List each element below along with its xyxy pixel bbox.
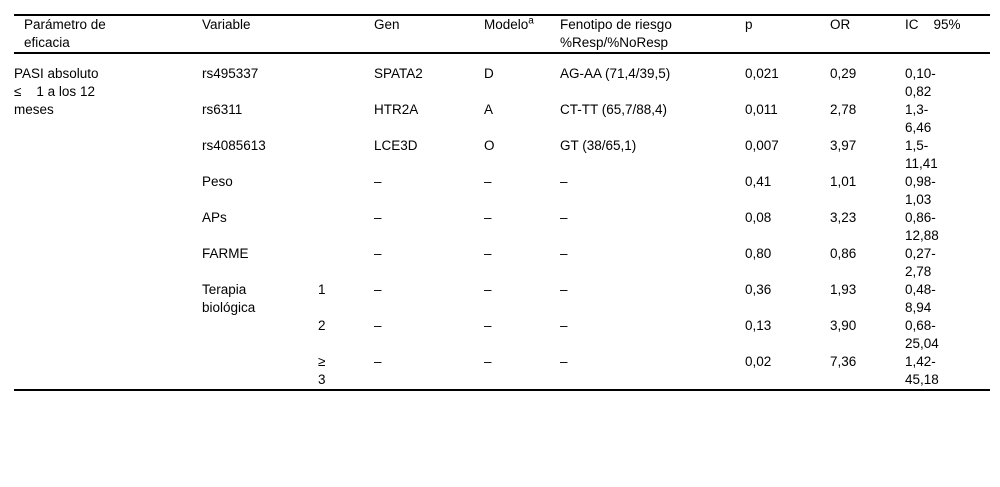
cell-gen: – (374, 354, 382, 369)
header-parametro-eficacia: Parámetro de eficacia (14, 15, 202, 54)
header-row: Parámetro de eficacia Variable Gen Model… (14, 15, 990, 54)
cell-gen: – (374, 318, 382, 333)
cell-variable: rs6311 (202, 102, 243, 117)
table-body: PASI absoluto ≤ 1 a los 12 meses rs49533… (14, 53, 990, 390)
cell-or: 0,29 (830, 66, 857, 81)
cell-or: 1,93 (830, 282, 857, 297)
header-fenotipo: Fenotipo de riesgo %Resp/%NoResp (560, 15, 745, 54)
cell-fenotipo: – (560, 318, 568, 333)
cell-variable: FARME (202, 246, 249, 261)
table-row: PASI absoluto ≤ 1 a los 12 meses rs49533… (14, 53, 990, 117)
cell-fenotipo: – (560, 174, 568, 189)
cell-sub (318, 53, 374, 101)
cell-sub (318, 245, 374, 281)
cell-or: 3,23 (830, 210, 857, 225)
cell-sub: ≥ 3 (318, 354, 326, 387)
cell-p: 0,007 (745, 138, 779, 153)
cell-ic: 0,86- 12,88 (905, 210, 939, 243)
cell-variable: rs4085613 (202, 138, 266, 153)
cell-sub: 2 (318, 318, 326, 333)
table-header: Parámetro de eficacia Variable Gen Model… (14, 15, 990, 54)
cell-ic: 0,27- 2,78 (905, 246, 936, 279)
cell-sub (318, 173, 374, 209)
cell-or: 3,97 (830, 138, 857, 153)
cell-or: 1,01 (830, 174, 857, 189)
header-variable: Variable (202, 15, 318, 54)
header-or: OR (830, 15, 905, 54)
cell-gen: – (374, 246, 382, 261)
cell-gen: – (374, 282, 382, 297)
table-row: Terapia biológica 1 – – – 0,36 1,93 0,48… (14, 281, 990, 317)
cell-gen: SPATA2 (374, 66, 423, 81)
cell-modelo: – (484, 210, 492, 225)
cell-variable (202, 353, 318, 390)
cell-ic: 1,42- 45,18 (905, 354, 939, 387)
cell-modelo: – (484, 354, 492, 369)
cell-or: 0,86 (830, 246, 857, 261)
table-row: APs – – – 0,08 3,23 0,86- 12,88 (14, 209, 990, 245)
cell-p: 0,021 (745, 66, 779, 81)
cell-variable: Terapia biológica (202, 282, 256, 315)
cell-ic: 0,98- 1,03 (905, 174, 936, 207)
cell-variable (202, 317, 318, 353)
cell-parametro: PASI absoluto ≤ 1 a los 12 meses (14, 66, 99, 117)
table-row: FARME – – – 0,80 0,86 0,27- 2,78 (14, 245, 990, 281)
cell-p: 0,08 (745, 210, 772, 225)
cell-modelo: – (484, 246, 492, 261)
cell-fenotipo: AG-AA (71,4/39,5) (560, 66, 671, 81)
cell-p: 0,36 (745, 282, 772, 297)
cell-p: 0,02 (745, 354, 772, 369)
cell-sub: 1 (318, 282, 326, 297)
cell-modelo: – (484, 318, 492, 333)
cell-p: 0,41 (745, 174, 772, 189)
cell-modelo: – (484, 282, 492, 297)
cell-ic: 1,5- 11,41 (905, 138, 938, 171)
cell-ic: 0,48- 8,94 (905, 282, 936, 315)
cell-variable: Peso (202, 174, 233, 189)
cell-gen: LCE3D (374, 138, 418, 153)
cell-sub (318, 137, 374, 173)
table-row: ≥ 3 – – – 0,02 7,36 1,42- 45,18 (14, 353, 990, 390)
cell-p: 0,80 (745, 246, 772, 261)
cell-modelo: O (484, 138, 495, 153)
cell-p: 0,011 (745, 102, 778, 117)
cell-fenotipo: GT (38/65,1) (560, 138, 637, 153)
cell-or: 2,78 (830, 102, 857, 117)
header-sub-column (318, 15, 374, 54)
cell-gen: – (374, 174, 382, 189)
cell-variable: APs (202, 210, 227, 225)
efficacy-genetics-table: Parámetro de eficacia Variable Gen Model… (14, 14, 990, 391)
cell-ic: 0,10- 0,82 (905, 66, 936, 99)
cell-variable: rs495337 (202, 66, 259, 81)
cell-fenotipo: – (560, 246, 568, 261)
cell-fenotipo: – (560, 210, 568, 225)
header-gen: Gen (374, 15, 484, 54)
cell-gen: HTR2A (374, 102, 419, 117)
cell-p: 0,13 (745, 318, 772, 333)
header-modelo-label: Modelo (484, 17, 529, 32)
cell-or: 7,36 (830, 354, 857, 369)
table-row: rs6311 HTR2A A CT-TT (65,7/88,4) 0,011 2… (14, 101, 990, 137)
cell-sub (318, 209, 374, 245)
cell-modelo: D (484, 66, 494, 81)
header-ic95: IC 95% (905, 15, 990, 54)
cell-ic: 0,68- 25,04 (905, 318, 939, 351)
cell-fenotipo: – (560, 354, 568, 369)
table-row: Peso – – – 0,41 1,01 0,98- 1,03 (14, 173, 990, 209)
header-modelo: Modeloa (484, 15, 560, 54)
header-p: p (745, 15, 830, 54)
cell-ic: 1,3- 6,46 (905, 102, 932, 135)
cell-fenotipo: CT-TT (65,7/88,4) (560, 102, 668, 117)
cell-modelo: – (484, 174, 492, 189)
table-row: 2 – – – 0,13 3,90 0,68- 25,04 (14, 317, 990, 353)
table-row: rs4085613 LCE3D O GT (38/65,1) 0,007 3,9… (14, 137, 990, 173)
cell-modelo: A (484, 102, 494, 117)
footnote-marker-a: a (528, 15, 534, 27)
cell-sub (318, 101, 374, 137)
cell-or: 3,90 (830, 318, 857, 333)
cell-fenotipo: – (560, 282, 568, 297)
cell-gen: – (374, 210, 382, 225)
